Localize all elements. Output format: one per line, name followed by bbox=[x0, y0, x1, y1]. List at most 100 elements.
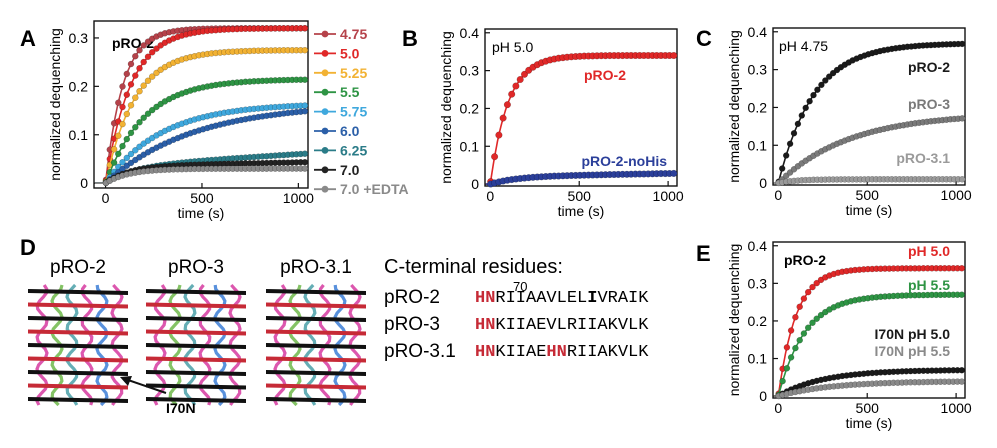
panel-letter: B bbox=[402, 26, 418, 51]
data-point bbox=[115, 132, 122, 140]
helical-structure: pRO-3.1 bbox=[266, 257, 366, 407]
isoleucine-layer bbox=[28, 343, 128, 349]
data-point bbox=[144, 110, 152, 117]
legend-marker bbox=[321, 88, 329, 96]
structure-label: pRO-3 bbox=[168, 257, 224, 278]
data-point bbox=[792, 344, 799, 352]
data-point bbox=[127, 102, 135, 109]
isoleucine-layer bbox=[28, 289, 128, 295]
data-point bbox=[822, 77, 829, 84]
x-axis-label: time (s) bbox=[178, 205, 225, 221]
data-point bbox=[818, 81, 825, 89]
data-point bbox=[958, 176, 966, 183]
data-point bbox=[958, 378, 966, 385]
data-point bbox=[119, 120, 126, 128]
chart-panel-c: C 0 0.1 0.2 0.3 0.4 0 500 1000 time (s) normalized… bbox=[696, 24, 972, 218]
histidine-residues: HN bbox=[475, 316, 496, 335]
chart-panel-e: E 0 0.1 0.2 0.3 0.4 0 500 1000 time (s) normalized… bbox=[696, 238, 972, 431]
panel-letter: A bbox=[20, 26, 36, 51]
data-point bbox=[958, 291, 966, 298]
data-point bbox=[110, 159, 118, 166]
data-point bbox=[796, 303, 803, 311]
sequence-residues: HNKIIAEVLRIIAKVLK bbox=[475, 316, 648, 335]
data-point bbox=[144, 77, 152, 85]
data-point bbox=[798, 112, 806, 119]
histidine-residues: HN bbox=[475, 289, 496, 308]
highlighted-residue: I bbox=[587, 289, 598, 308]
y-tick-label: 0.2 bbox=[748, 313, 768, 329]
data-point bbox=[140, 82, 147, 89]
data-point bbox=[127, 60, 135, 68]
data-point bbox=[123, 70, 131, 78]
data-point bbox=[119, 159, 126, 166]
series-pro-2-nohis: pRO-2-noHis bbox=[485, 153, 678, 188]
data-point bbox=[136, 119, 143, 126]
legend-marker bbox=[321, 108, 329, 115]
data-point bbox=[136, 87, 143, 95]
data-point bbox=[127, 129, 135, 137]
residues: VRAIK bbox=[597, 289, 649, 308]
helical-structure: pRO-2 bbox=[28, 257, 128, 407]
data-point bbox=[787, 327, 795, 334]
data-point bbox=[779, 377, 786, 385]
data-point bbox=[814, 86, 821, 93]
isoleucine-layer bbox=[146, 289, 246, 295]
chart-panel-a: A 0 0.1 0.2 0.3 0 500 1000 time (s) normalized de… bbox=[20, 20, 409, 221]
data-point bbox=[153, 45, 160, 52]
data-point bbox=[804, 324, 812, 331]
histidine-layer bbox=[28, 329, 128, 336]
isoleucine-layer bbox=[266, 343, 366, 349]
data-point bbox=[132, 147, 139, 154]
legend-marker bbox=[321, 166, 329, 174]
series-7-0: 7.0 bbox=[95, 158, 360, 187]
data-point bbox=[301, 158, 309, 166]
data-point bbox=[796, 336, 803, 344]
data-point bbox=[140, 58, 147, 66]
y-tick-label: 0.1 bbox=[748, 137, 768, 153]
x-tick-label: 1000 bbox=[653, 188, 684, 204]
data-point bbox=[958, 40, 966, 48]
data-point bbox=[825, 73, 833, 80]
histidine-layer bbox=[266, 356, 366, 363]
data-point bbox=[503, 101, 511, 109]
legend-label: 4.75 bbox=[340, 26, 367, 42]
histidine-layer bbox=[146, 356, 246, 363]
y-tick-label: 0.2 bbox=[460, 100, 480, 116]
series-5-5: 5.5 bbox=[95, 76, 360, 186]
data-point bbox=[508, 90, 516, 98]
y-tick-label: 0.2 bbox=[748, 99, 768, 115]
legend-marker bbox=[321, 69, 329, 77]
x-tick-label: 0 bbox=[774, 400, 782, 416]
data-point bbox=[123, 154, 131, 162]
data-point bbox=[153, 69, 160, 77]
isoleucine-layer bbox=[146, 343, 246, 349]
arrow-label: I70N bbox=[166, 400, 196, 416]
y-tick-label: 0.3 bbox=[748, 62, 768, 78]
series-label: pRO-2 bbox=[908, 59, 950, 75]
x-axis-label: time (s) bbox=[558, 203, 605, 219]
legend-label: 5.25 bbox=[340, 65, 367, 81]
plot-frame bbox=[772, 241, 966, 399]
legend-label: 5.75 bbox=[340, 104, 367, 120]
y-tick-label: 0.4 bbox=[748, 24, 768, 40]
y-axis-label: normalized dequenching bbox=[438, 31, 454, 184]
data-point bbox=[123, 110, 131, 118]
panel-letter: D bbox=[20, 235, 36, 260]
isoleucine-layer bbox=[146, 383, 246, 390]
data-point bbox=[787, 354, 795, 361]
x-tick-label: 1000 bbox=[283, 190, 314, 206]
plot-frame bbox=[772, 27, 966, 186]
y-tick-label: 0.3 bbox=[460, 63, 480, 79]
x-tick-label: 0 bbox=[774, 187, 782, 203]
legend-label: 6.25 bbox=[340, 142, 367, 158]
data-point bbox=[301, 102, 309, 109]
x-tick-label: 500 bbox=[190, 190, 214, 206]
histidine-layer bbox=[28, 302, 128, 309]
data-point bbox=[301, 25, 309, 32]
y-tick-label: 0.3 bbox=[69, 30, 89, 46]
series-i70n-ph-5-5: I70N pH 5.5 bbox=[773, 343, 966, 400]
sequence-name: pRO-3.1 bbox=[384, 341, 456, 362]
histidine-layer bbox=[146, 302, 246, 309]
legend-label: 5.0 bbox=[340, 45, 360, 61]
